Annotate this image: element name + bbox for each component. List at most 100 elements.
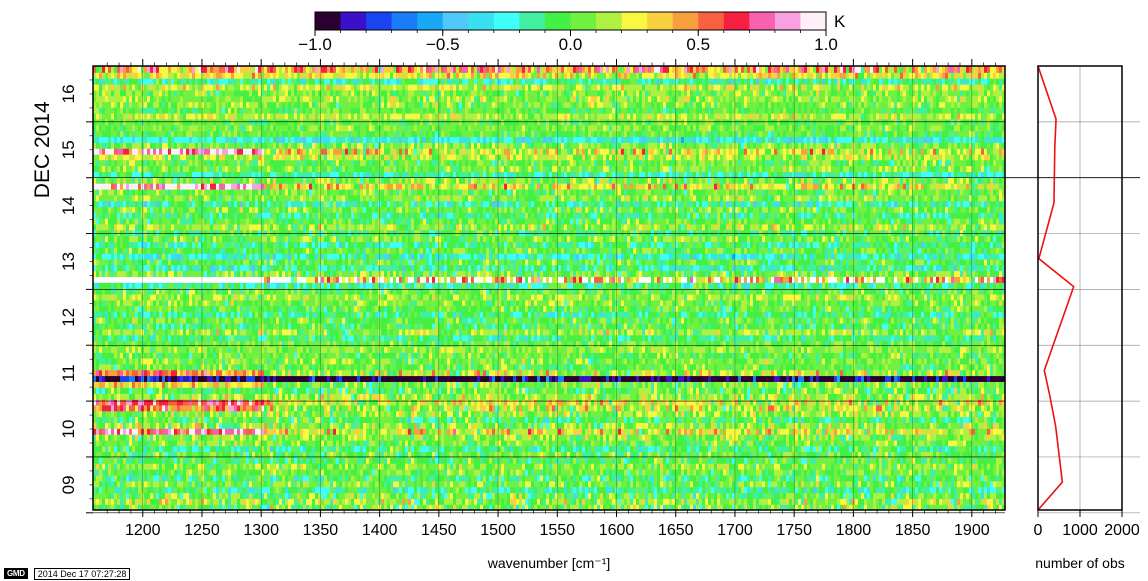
heatmap-cell (990, 498, 994, 505)
heatmap-cell (363, 504, 367, 511)
heatmap-cell (981, 457, 985, 464)
heatmap-cell (699, 498, 703, 505)
heatmap-cell (282, 416, 286, 423)
heatmap-cell (240, 416, 244, 423)
heatmap-cell (903, 428, 907, 435)
heatmap-cell (996, 504, 1000, 511)
heatmap-cell (342, 416, 346, 423)
heatmap-cell (696, 422, 700, 429)
heatmap-cell (435, 422, 439, 429)
heatmap-cell (540, 445, 544, 453)
heatmap-cell (105, 451, 109, 458)
heatmap-cell (837, 422, 841, 429)
heatmap-cell (114, 428, 118, 435)
heatmap-cell (927, 457, 931, 464)
heatmap-cell (198, 445, 202, 453)
heatmap-cell (252, 480, 256, 488)
heatmap-cell (975, 480, 979, 488)
heatmap-cell (411, 486, 415, 494)
heatmap-cell (516, 457, 520, 464)
heatmap-cell (147, 469, 151, 476)
heatmap-cell (177, 469, 181, 476)
heatmap-cell (567, 498, 571, 505)
heatmap-cell (756, 463, 760, 470)
heatmap-cell (711, 469, 715, 476)
heatmap-cell (513, 504, 517, 511)
heatmap-cell (720, 445, 724, 453)
heatmap-cell (759, 475, 763, 482)
heatmap-cell (819, 463, 823, 470)
heatmap-cell (240, 451, 244, 458)
heatmap-cell (627, 434, 631, 441)
heatmap-cell (438, 480, 442, 488)
heatmap-cell (336, 504, 340, 511)
heatmap-cell (375, 480, 379, 488)
heatmap-cell (630, 480, 634, 488)
heatmap-cell (444, 463, 448, 470)
heatmap-cell (396, 440, 400, 447)
heatmap-cell (969, 480, 973, 488)
heatmap-cell (294, 445, 298, 453)
heatmap-cell (537, 457, 541, 464)
heatmap-cell (555, 416, 559, 423)
heatmap-cell (771, 486, 775, 494)
heatmap-cell (918, 440, 922, 447)
heatmap-cell (150, 445, 154, 453)
heatmap-cell (540, 440, 544, 447)
heatmap-cell (636, 504, 640, 511)
heatmap-cell (195, 445, 199, 453)
heatmap-cell (528, 498, 532, 505)
heatmap-cell (486, 486, 490, 494)
heatmap-cell (456, 492, 460, 499)
heatmap-cell (138, 445, 142, 453)
heatmap-cell (369, 445, 373, 453)
heatmap-cell (951, 457, 955, 464)
heatmap-cell (132, 475, 136, 482)
heatmap-cell (243, 498, 247, 505)
heatmap-cell (444, 428, 448, 435)
heatmap-cell (915, 416, 919, 423)
heatmap-cell (318, 440, 322, 447)
heatmap-cell (885, 463, 889, 470)
heatmap-cell (447, 445, 451, 453)
heatmap-cell (912, 475, 916, 482)
heatmap-cell (579, 434, 583, 441)
heatmap-cell (309, 434, 313, 441)
heatmap-cell (507, 486, 511, 494)
heatmap-cell (951, 434, 955, 441)
heatmap-cell (672, 486, 676, 494)
heatmap-cell (339, 469, 343, 476)
heatmap-cell (126, 445, 130, 453)
heatmap-cell (702, 451, 706, 458)
heatmap-cell (417, 451, 421, 458)
heatmap-cell (450, 469, 454, 476)
heatmap-cell (231, 440, 235, 447)
heatmap-cell (249, 440, 253, 447)
heatmap-cell (948, 451, 952, 458)
heatmap-cell (387, 504, 391, 511)
heatmap-cell (570, 486, 574, 494)
heatmap-cell (330, 428, 334, 435)
heatmap-cell (414, 504, 418, 511)
heatmap-cell (438, 463, 442, 470)
heatmap-cell (492, 475, 496, 482)
heatmap-cell (729, 440, 733, 447)
heatmap-cell (114, 457, 118, 464)
heatmap-cell (165, 486, 169, 494)
heatmap-cell (879, 498, 883, 505)
heatmap-cell (330, 457, 334, 464)
heatmap-cell (306, 475, 310, 482)
heatmap-cell (591, 463, 595, 470)
heatmap-cell (525, 475, 529, 482)
heatmap-cell (597, 428, 601, 435)
heatmap-cell (402, 486, 406, 494)
heatmap-cell (600, 445, 604, 453)
heatmap-cell (951, 469, 955, 476)
heatmap-cell (399, 463, 403, 470)
heatmap-cell (594, 469, 598, 476)
heatmap-cell (585, 445, 589, 453)
heatmap-cell (345, 457, 349, 464)
heatmap-cell (99, 445, 103, 453)
heatmap-cell (453, 428, 457, 435)
heatmap-cell (471, 498, 475, 505)
